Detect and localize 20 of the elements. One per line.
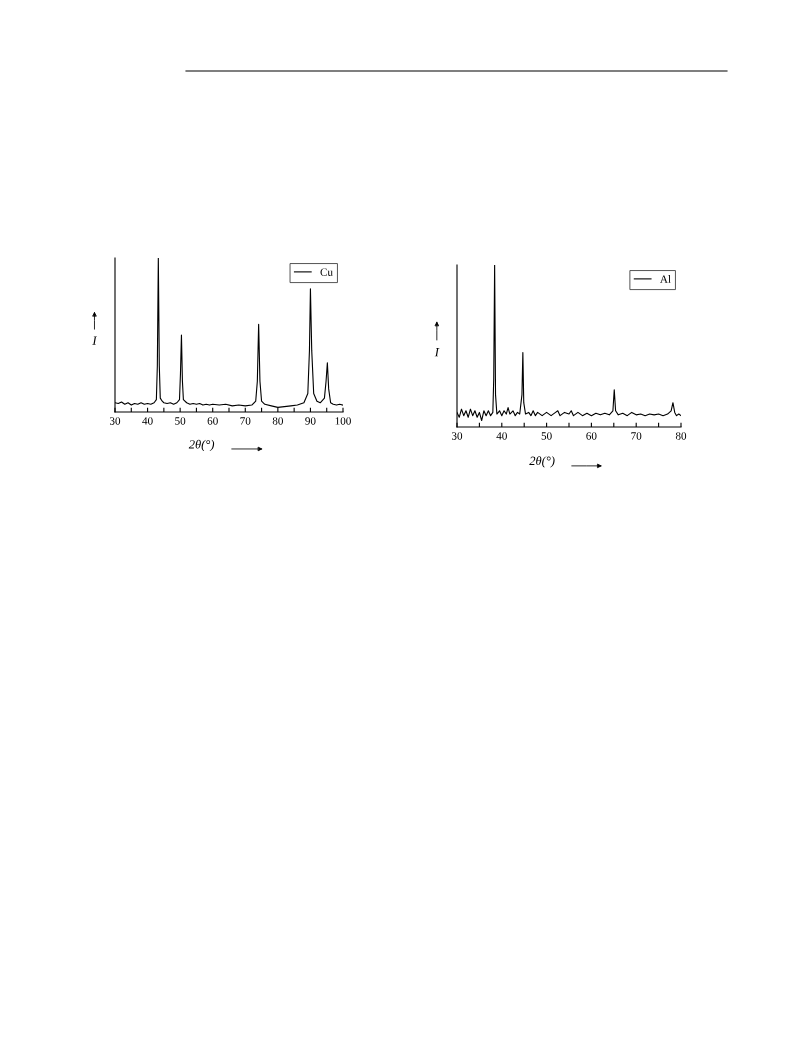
legend-label: Al [660, 275, 671, 283]
x-axis-title: 2θ(°) [529, 456, 555, 468]
x-tick-label: 70 [240, 417, 251, 425]
x-tick-label: 30 [109, 417, 121, 425]
x-tick-label: 100 [335, 417, 351, 425]
x-tick-label: 40 [142, 417, 153, 425]
x-tick-label: 50 [541, 432, 552, 440]
x-tick-label: 80 [272, 417, 283, 425]
y-axis-title: I [92, 336, 98, 345]
x-tick-label: 60 [207, 417, 218, 425]
legend-label: Cu [320, 268, 333, 276]
x-tick-label: 50 [175, 417, 186, 425]
x-tick-label: 70 [631, 432, 642, 440]
x-tick-label: 90 [305, 417, 316, 425]
x-tick-label: 80 [675, 432, 687, 440]
x-tick-label: 30 [451, 432, 463, 440]
x-tick-label: 40 [496, 432, 507, 440]
x-axis-title: 2θ(°) [188, 439, 215, 452]
x-tick-label: 60 [586, 432, 597, 440]
y-axis-title: I [434, 348, 440, 357]
